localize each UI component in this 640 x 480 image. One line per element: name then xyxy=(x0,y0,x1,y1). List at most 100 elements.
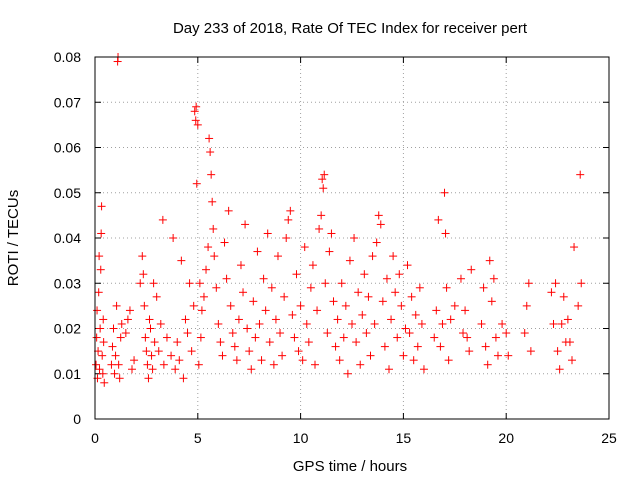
data-point xyxy=(407,292,416,301)
data-point xyxy=(302,319,311,328)
data-point xyxy=(100,378,109,387)
data-point xyxy=(185,279,194,288)
data-point xyxy=(288,310,297,319)
data-point xyxy=(481,342,490,351)
data-point xyxy=(216,338,225,347)
data-point xyxy=(253,247,262,256)
data-point xyxy=(146,324,155,333)
data-point xyxy=(140,301,149,310)
data-point xyxy=(99,338,108,347)
data-point xyxy=(98,369,107,378)
data-point xyxy=(189,301,198,310)
data-point xyxy=(144,374,153,383)
data-point xyxy=(193,120,202,129)
data-point xyxy=(419,365,428,374)
data-point xyxy=(145,315,154,324)
data-point xyxy=(95,365,104,374)
data-point xyxy=(563,315,572,324)
data-point xyxy=(196,333,205,342)
data-point xyxy=(202,265,211,274)
data-point xyxy=(284,215,293,224)
data-point xyxy=(162,333,171,342)
data-point xyxy=(267,283,276,292)
data-point xyxy=(401,324,410,333)
data-point xyxy=(465,347,474,356)
data-point xyxy=(358,310,367,319)
data-point xyxy=(294,347,303,356)
data-point xyxy=(360,270,369,279)
data-point xyxy=(440,188,449,197)
data-point xyxy=(114,360,123,369)
data-point xyxy=(467,265,476,274)
data-point xyxy=(130,356,139,365)
data-point xyxy=(280,292,289,301)
data-point xyxy=(450,301,459,310)
data-point xyxy=(310,360,319,369)
data-point xyxy=(239,288,248,297)
data-point xyxy=(378,297,387,306)
data-point xyxy=(300,243,309,252)
data-point xyxy=(459,329,468,338)
data-point xyxy=(92,333,101,342)
data-point xyxy=(315,224,324,233)
data-point xyxy=(123,315,132,324)
data-point xyxy=(477,319,486,328)
data-point xyxy=(292,270,301,279)
data-point xyxy=(370,319,379,328)
data-point xyxy=(171,365,180,374)
data-point xyxy=(259,274,268,283)
data-point xyxy=(99,315,108,324)
data-point xyxy=(224,206,233,215)
data-point xyxy=(434,215,443,224)
data-point xyxy=(263,229,272,238)
data-point xyxy=(205,134,214,143)
data-point xyxy=(95,252,104,261)
data-point xyxy=(364,292,373,301)
data-point xyxy=(245,347,254,356)
data-point xyxy=(194,360,203,369)
data-point xyxy=(306,283,315,292)
data-point xyxy=(479,283,488,292)
data-point xyxy=(255,319,264,328)
data-point xyxy=(524,279,533,288)
data-point xyxy=(187,347,196,356)
data-point xyxy=(222,274,231,283)
data-point xyxy=(356,360,365,369)
data-point xyxy=(304,338,313,347)
data-point xyxy=(553,347,562,356)
data-point xyxy=(493,351,502,360)
data-point xyxy=(136,279,145,288)
data-point xyxy=(111,351,120,360)
data-point xyxy=(504,351,513,360)
y-tick-label: 0.01 xyxy=(54,366,81,382)
data-point xyxy=(320,170,329,179)
data-point xyxy=(271,315,280,324)
data-point xyxy=(125,306,134,315)
data-point xyxy=(197,306,206,315)
data-point xyxy=(368,252,377,261)
y-tick-label: 0.04 xyxy=(54,230,81,246)
data-point xyxy=(141,333,150,342)
data-point xyxy=(97,229,106,238)
y-tick-label: 0.08 xyxy=(54,49,81,65)
y-tick-label: 0.07 xyxy=(54,94,81,110)
data-point xyxy=(251,333,260,342)
data-point xyxy=(265,338,274,347)
data-point xyxy=(247,365,256,374)
data-point xyxy=(374,211,383,220)
data-point xyxy=(327,229,336,238)
data-point xyxy=(296,301,305,310)
data-point xyxy=(110,369,119,378)
data-point xyxy=(354,288,363,297)
data-point xyxy=(97,202,106,211)
data-point xyxy=(405,329,414,338)
data-point xyxy=(502,329,511,338)
x-tick-label: 0 xyxy=(91,430,99,446)
data-point xyxy=(92,360,101,369)
data-point xyxy=(181,315,190,324)
data-point xyxy=(567,356,576,365)
data-point xyxy=(555,365,564,374)
data-point xyxy=(212,283,221,292)
data-point xyxy=(318,175,327,184)
x-tick-label: 10 xyxy=(293,430,309,446)
